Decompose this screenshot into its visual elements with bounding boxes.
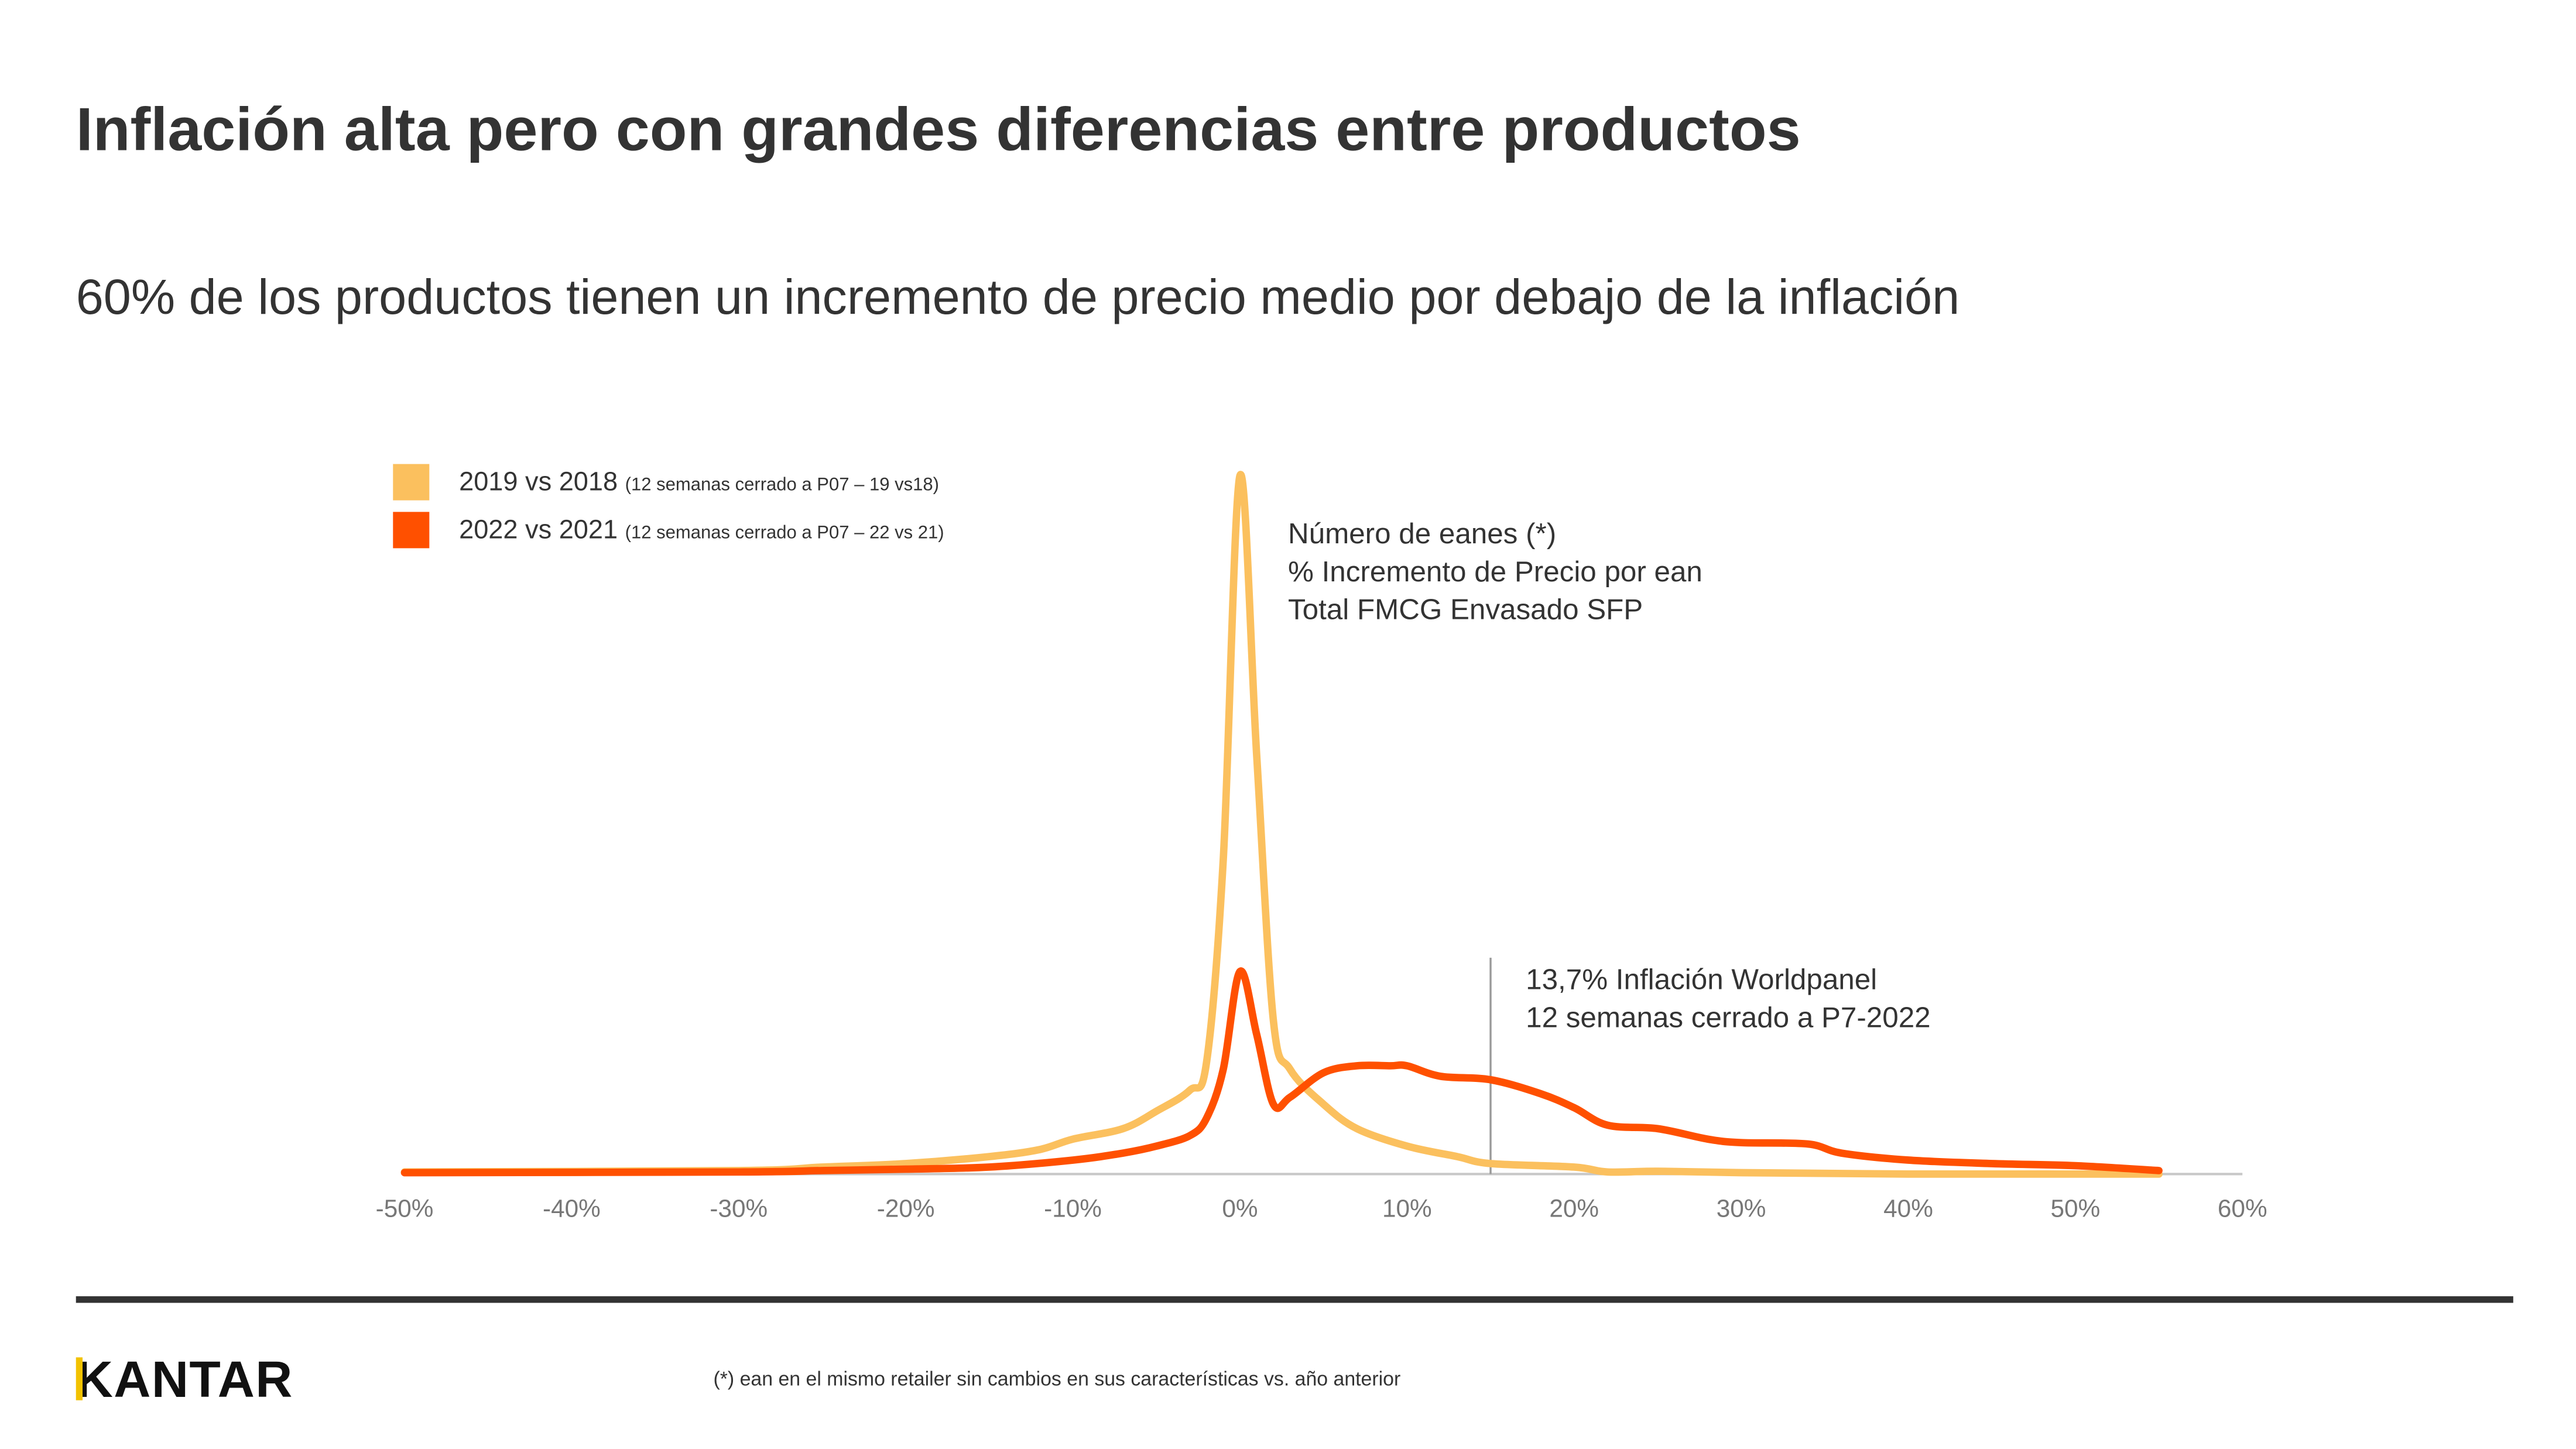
annotation-line: % Incremento de Precio por ean xyxy=(1287,554,1703,588)
inflation-annotation: 13,7% Inflación Worldpanel 12 semanas ce… xyxy=(1526,961,1930,1037)
x-tick-label: -40% xyxy=(543,1195,601,1222)
legend-swatch-2019 xyxy=(393,464,430,501)
footnote: (*) ean en el mismo retailer sin cambios… xyxy=(713,1367,1401,1390)
annotation-line: 12 semanas cerrado a P7-2022 xyxy=(1526,1001,1931,1034)
legend-label: 2019 vs 2018 xyxy=(459,469,618,497)
x-tick-label: -20% xyxy=(877,1195,935,1222)
footer-divider xyxy=(76,1296,2513,1303)
page-subtitle: 60% de los productos tienen un increment… xyxy=(76,270,1960,326)
legend-item-2019: 2019 vs 2018 (12 semanas cerrado a P07 –… xyxy=(459,469,939,499)
series-line-1 xyxy=(400,967,2163,1177)
x-tick-label: 50% xyxy=(2051,1195,2101,1222)
annotation-line: Número de eanes (*) xyxy=(1287,516,1557,550)
series-line-0 xyxy=(400,471,2163,1178)
annotation-line: 13,7% Inflación Worldpanel xyxy=(1526,962,1878,996)
x-tick-label: -50% xyxy=(376,1195,434,1222)
annotation-line: Total FMCG Envasado SFP xyxy=(1287,592,1643,626)
x-tick-label: 40% xyxy=(1883,1195,1933,1222)
kantar-logo: KANTAR xyxy=(76,1351,293,1409)
distribution-chart: -50% -40% -30% -20% -10% 0% 10% 20% 30% 40% 50% 60% xyxy=(376,471,2267,1222)
x-tick-label: 10% xyxy=(1382,1195,1432,1222)
kantar-logo-accent xyxy=(76,1357,83,1400)
page-title: Inflación alta pero con grandes diferenc… xyxy=(76,95,1801,164)
x-tick-label: -10% xyxy=(1044,1195,1102,1222)
legend-note: (12 semanas cerrado a P07 – 22 vs 21) xyxy=(625,523,944,543)
legend-label: 2022 vs 2021 xyxy=(459,516,618,545)
legend-swatch-2022 xyxy=(393,512,430,549)
x-tick-label: 0% xyxy=(1222,1195,1258,1222)
x-tick-label: 30% xyxy=(1717,1195,1766,1222)
chart-annotation: Número de eanes (*) % Incremento de Prec… xyxy=(1288,515,1703,629)
legend-note: (12 semanas cerrado a P07 – 19 vs18) xyxy=(625,475,940,496)
x-tick-label: -30% xyxy=(710,1195,768,1222)
legend-item-2022: 2022 vs 2021 (12 semanas cerrado a P07 –… xyxy=(459,517,944,547)
x-tick-label: 20% xyxy=(1549,1195,1599,1222)
x-tick-label: 60% xyxy=(2218,1195,2267,1222)
